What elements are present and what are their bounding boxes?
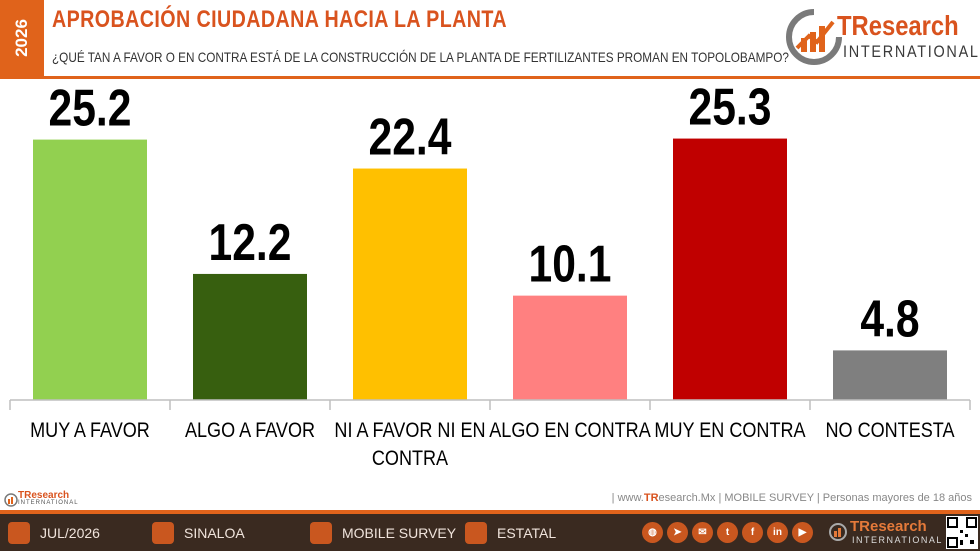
- footer-location-text: SINALOA: [184, 524, 245, 541]
- bar-chart: 25.2 12.2 22.4 10.1 25.3 4.8 MUY A FAVOR ALGO …: [9, 80, 971, 471]
- source-prefix: | www.: [611, 492, 644, 504]
- mail-icon[interactable]: ✉: [692, 522, 713, 543]
- chat-icon: [465, 521, 487, 544]
- mini-logo-brand: TResearch: [18, 490, 70, 501]
- value-label-1: 25.2: [49, 80, 132, 138]
- bar-1: [33, 139, 147, 400]
- brand-logo: TResearch INTERNATIONAL: [785, 8, 978, 68]
- social-links: ◍ ➤ ✉ t f in ▶: [642, 522, 813, 543]
- bar-4: [513, 295, 627, 400]
- category-label-5: MUY EN CONTRA: [654, 419, 806, 443]
- footer-scope-text: ESTATAL: [497, 524, 557, 541]
- footer-date-text: JUL/2026: [40, 524, 100, 541]
- linkedin-icon[interactable]: in: [767, 522, 788, 543]
- bar-2: [193, 273, 307, 400]
- mini-logo-sub: INTERNATIONAL: [18, 500, 79, 506]
- facebook-icon[interactable]: f: [742, 522, 763, 543]
- value-labels-group: 25.2 12.2 22.4 10.1 25.3 4.8: [49, 80, 920, 348]
- bar-5: [673, 138, 787, 401]
- category-label-4: ALGO EN CONTRA: [489, 419, 651, 443]
- footer-logo-mark-icon: [829, 523, 847, 541]
- value-label-6: 4.8: [860, 290, 919, 348]
- value-label-5: 25.3: [689, 80, 772, 137]
- axis-ticks-group: [9, 400, 971, 410]
- bar-6: [833, 350, 947, 400]
- year-text: 2026: [11, 19, 31, 57]
- footer-method: MOBILE SURVEY: [310, 514, 456, 551]
- footer-brand: TResearch INTERNATIONAL: [828, 518, 943, 548]
- bar-3: [353, 168, 467, 400]
- youtube-icon[interactable]: ▶: [792, 522, 813, 543]
- mini-logo: TResearch INTERNATIONAL: [4, 490, 78, 510]
- header-divider: [0, 76, 980, 79]
- source-rest: esearch.Mx | MOBILE SURVEY | Personas ma…: [658, 492, 972, 504]
- bars-group: [33, 138, 947, 401]
- globe-icon[interactable]: ◍: [642, 522, 663, 543]
- category-label-6: NO CONTESTA: [825, 419, 955, 443]
- footer-method-text: MOBILE SURVEY: [342, 524, 457, 541]
- logo-brand-text: TResearch: [837, 10, 959, 41]
- map-pin-icon: [152, 521, 174, 544]
- footer-brand-sub: INTERNATIONAL: [852, 535, 943, 545]
- twitter-icon[interactable]: t: [717, 522, 738, 543]
- qr-code: [946, 516, 978, 549]
- category-labels-group: MUY A FAVOR ALGO A FAVOR NI A FAVOR NI EN C…: [30, 419, 955, 471]
- value-label-2: 12.2: [209, 214, 292, 272]
- footer-location: SINALOA: [152, 514, 245, 551]
- footer-brand-text: TResearch: [850, 518, 927, 535]
- footer-scope: ESTATAL: [465, 514, 556, 551]
- logo-mark-icon: [786, 9, 842, 65]
- source-brand: TR: [643, 492, 659, 504]
- category-label-3: NI A FAVOR NI EN CONTRA: [334, 419, 485, 471]
- footer-date: JUL/2026: [8, 514, 100, 551]
- footer-divider: [0, 510, 980, 514]
- telegram-icon[interactable]: ➤: [667, 522, 688, 543]
- page-title: APROBACIÓN CIUDADANA HACIA LA PLANTA: [52, 6, 507, 33]
- logo-sub-text: INTERNATIONAL: [843, 42, 980, 61]
- calendar-icon: [8, 521, 30, 544]
- footer-bar: JUL/2026 SINALOA MOBILE SURVEY ESTATAL ◍…: [0, 514, 980, 551]
- value-label-3: 22.4: [369, 109, 452, 167]
- qr-code-icon: [947, 517, 977, 548]
- category-label-1: MUY A FAVOR: [30, 419, 150, 443]
- category-label-2: ALGO A FAVOR: [185, 419, 315, 443]
- survey-icon: [310, 521, 332, 544]
- page-subtitle: ¿QUÉ TAN A FAVOR O EN CONTRA ESTÁ DE LA …: [52, 49, 789, 65]
- header: 2026 APROBACIÓN CIUDADANA HACIA LA PLANT…: [0, 0, 980, 76]
- mini-logo-mark-icon: [4, 493, 18, 507]
- source-note: | www.TResearch.Mx | MOBILE SURVEY | Per…: [612, 492, 972, 504]
- value-label-4: 10.1: [529, 236, 612, 294]
- year-badge: 2026: [0, 0, 44, 76]
